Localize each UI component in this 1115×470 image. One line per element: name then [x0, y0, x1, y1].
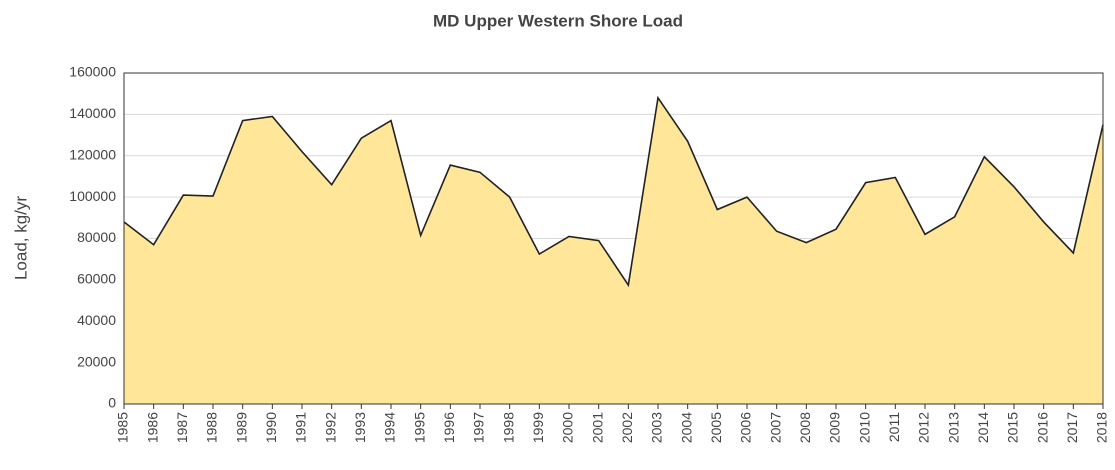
x-tick-label: 2017: [1064, 412, 1080, 443]
x-tick-label: 1997: [471, 412, 487, 443]
x-tick-label: 1999: [530, 412, 546, 443]
x-tick-label: 1996: [441, 412, 457, 443]
x-tick-label: 1995: [411, 412, 427, 443]
area: [124, 97, 1103, 404]
x-tick-label: 1990: [263, 412, 279, 443]
x-tick-label: 2016: [1034, 412, 1050, 443]
x-tick-label: 1998: [500, 412, 516, 443]
x-tick-label: 1992: [322, 412, 338, 443]
x-tick-label: 2002: [619, 412, 635, 443]
y-tick-label: 160000: [69, 64, 116, 80]
y-tick-label: 140000: [69, 105, 116, 121]
plot-frame: [123, 72, 1104, 405]
x-tick-label: 2012: [916, 412, 932, 443]
x-tick-label: 2008: [797, 412, 813, 443]
y-tick-label: 40000: [77, 312, 116, 328]
x-tick-label: 2013: [945, 412, 961, 443]
x-tick-label: 1985: [115, 412, 131, 443]
x-tick-label: 2011: [886, 412, 902, 442]
y-tick-label: 20000: [77, 353, 116, 369]
x-tick-label: 2015: [1005, 412, 1021, 443]
y-tick-label: 120000: [69, 146, 116, 162]
y-tick-label: 80000: [77, 229, 116, 245]
x-tick-label: 2018: [1094, 412, 1110, 443]
x-tick-label: 1993: [352, 412, 368, 443]
y-tick-label: 60000: [77, 271, 116, 287]
line: [123, 95, 1104, 288]
x-tick-label: 2003: [649, 412, 665, 443]
x-tick-label: 1988: [204, 412, 220, 443]
x-tick-label: 2014: [975, 412, 991, 443]
y-tick-label: 100000: [69, 188, 116, 204]
chart-title: MD Upper Western Shore Load: [433, 11, 683, 30]
x-tick-label: 2009: [827, 412, 843, 443]
x-tick-label: 2010: [856, 412, 872, 443]
x-tick-label: 2006: [738, 412, 754, 443]
x-tick-label: 2005: [708, 412, 724, 443]
y-axis-label: Load, kg/yr: [11, 196, 30, 280]
x-tick-label: 1987: [174, 412, 190, 443]
x-tick-label: 1991: [293, 412, 309, 443]
x-tick-label: 2004: [678, 412, 694, 443]
x-tick-label: 1986: [144, 412, 160, 443]
x-tick-label: 2000: [560, 412, 576, 443]
x-tick-label: 1989: [233, 412, 249, 443]
y-tick-label: 0: [108, 395, 116, 411]
x-tick-label: 2007: [767, 412, 783, 443]
x-tick-label: 1994: [382, 412, 398, 443]
x-tick-label: 2001: [589, 412, 605, 443]
